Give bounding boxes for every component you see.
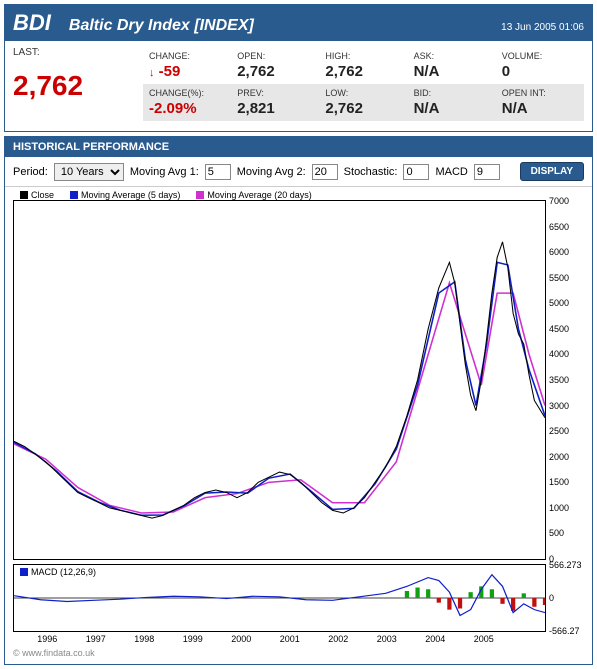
change-value: ↓ -59 <box>149 63 225 80</box>
volume-label: VOLUME: <box>502 51 578 61</box>
low-label: LOW: <box>325 88 401 98</box>
macd-label: MACD <box>435 166 467 178</box>
metrics-grid: CHANGE: ↓ -59 OPEN: 2,762 HIGH: 2,762 ASK:… <box>143 47 584 121</box>
chart-source: © www.findata.co.uk <box>5 646 592 664</box>
macd-y-axis: 566.2730-566.27 <box>547 565 583 631</box>
ma2-input[interactable] <box>312 164 338 180</box>
period-select[interactable]: 10 Years <box>54 163 124 181</box>
quote-panel: BDI Baltic Dry Index [INDEX] 13 Jun 2005… <box>4 4 593 132</box>
stochastic-input[interactable] <box>403 164 429 180</box>
ma5-swatch-icon <box>70 191 78 199</box>
macd-input[interactable] <box>474 164 500 180</box>
ma2-label: Moving Avg 2: <box>237 166 306 178</box>
legend-close: Close <box>31 190 54 200</box>
macd-chart: MACD (12,26,9) 566.2730-566.27 <box>13 564 546 632</box>
legend-ma5: Moving Average (5 days) <box>81 190 180 200</box>
prev-value: 2,821 <box>237 100 313 117</box>
ask-value: N/A <box>414 63 490 80</box>
quote-header: BDI Baltic Dry Index [INDEX] 13 Jun 2005… <box>5 5 592 41</box>
ma20-swatch-icon <box>196 191 204 199</box>
volume-value: 0 <box>502 63 578 80</box>
prev-label: PREV: <box>237 88 313 98</box>
bid-value: N/A <box>414 100 490 117</box>
openint-label: OPEN INT: <box>502 88 578 98</box>
last-label: LAST: <box>13 47 143 58</box>
quote-timestamp: 13 Jun 2005 01:06 <box>501 22 584 33</box>
quote-body: LAST: 2,762 CHANGE: ↓ -59 OPEN: 2,762 HIG… <box>5 41 592 131</box>
close-swatch-icon <box>20 191 28 199</box>
price-y-axis: 0500100015002000250030003500400045005000… <box>547 201 583 559</box>
open-label: OPEN: <box>237 51 313 61</box>
ma1-label: Moving Avg 1: <box>130 166 199 178</box>
display-button[interactable]: DISPLAY <box>520 162 584 181</box>
instrument-name: Baltic Dry Index [INDEX] <box>69 17 501 35</box>
historical-panel: HISTORICAL PERFORMANCE Period: 10 Years … <box>4 136 593 665</box>
ask-label: ASK: <box>414 51 490 61</box>
openint-value: N/A <box>502 100 578 117</box>
stochastic-label: Stochastic: <box>344 166 398 178</box>
open-value: 2,762 <box>237 63 313 80</box>
time-x-axis: 1996199719981999200020012002200320042005 <box>13 634 546 644</box>
changepct-value: -2.09% <box>149 100 225 117</box>
period-label: Period: <box>13 166 48 178</box>
ticker-symbol: BDI <box>13 10 51 36</box>
ma1-input[interactable] <box>205 164 231 180</box>
chart-controls: Period: 10 Years Moving Avg 1: Moving Av… <box>5 157 592 187</box>
price-chart: 0500100015002000250030003500400045005000… <box>13 200 546 560</box>
change-label: CHANGE: <box>149 51 225 61</box>
chart-legend: Close Moving Average (5 days) Moving Ave… <box>5 187 592 200</box>
high-value: 2,762 <box>325 63 401 80</box>
historical-header: HISTORICAL PERFORMANCE <box>5 137 592 157</box>
last-value: 2,762 <box>13 70 143 102</box>
low-value: 2,762 <box>325 100 401 117</box>
changepct-label: CHANGE(%): <box>149 88 225 98</box>
bid-label: BID: <box>414 88 490 98</box>
high-label: HIGH: <box>325 51 401 61</box>
legend-ma20: Moving Average (20 days) <box>207 190 311 200</box>
